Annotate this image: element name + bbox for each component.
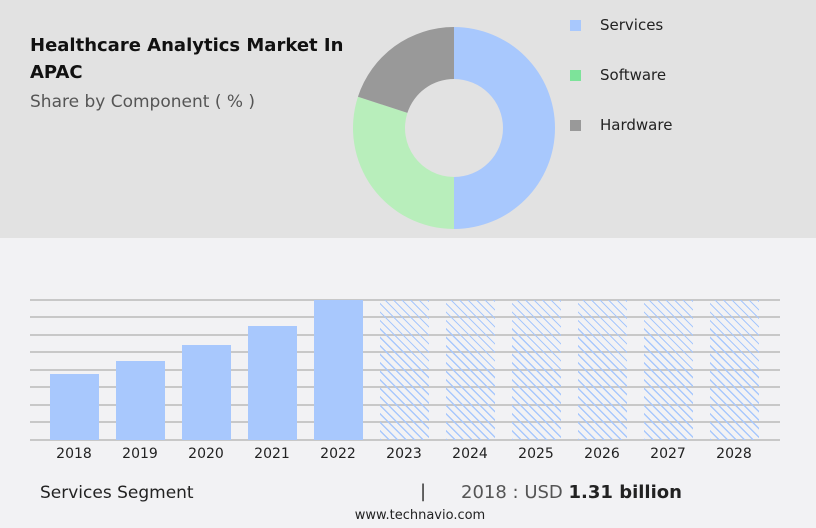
x-label: 2019 — [122, 446, 158, 462]
x-label: 2023 — [386, 446, 422, 462]
value-prefix: 2018 : USD — [461, 482, 563, 503]
x-label: 2024 — [452, 446, 488, 462]
segment-value: 2018 : USD 1.31 billion — [461, 482, 682, 503]
chart-subtitle: Share by Component ( % ) — [30, 92, 256, 112]
legend-item-software: Software — [570, 66, 666, 84]
bar-2027-forecast — [644, 300, 693, 440]
bar-2024-forecast — [446, 300, 495, 440]
x-label: 2025 — [518, 446, 554, 462]
chart-title: Healthcare Analytics Market In APAC — [30, 35, 344, 83]
x-label: 2027 — [650, 446, 686, 462]
bar-2025-forecast — [512, 300, 561, 440]
segment-label: Services Segment — [40, 483, 194, 503]
x-label: 2022 — [320, 446, 356, 462]
legend-swatch — [570, 119, 581, 131]
x-label: 2020 — [188, 446, 224, 462]
slice-services — [454, 27, 555, 229]
source-url: www.technavio.com — [354, 508, 486, 523]
footer-separator: | — [420, 481, 427, 502]
x-label: 2018 — [56, 446, 92, 462]
value-amount: 1.31 billion — [568, 482, 682, 503]
x-label: 2028 — [716, 446, 752, 462]
legend-item-hardware: Hardware — [570, 116, 672, 134]
bar-2019 — [116, 361, 165, 440]
gridline — [30, 299, 780, 301]
donut-chart — [352, 27, 555, 229]
legend-swatch — [570, 19, 581, 31]
legend-item-services: Services — [570, 16, 663, 34]
x-label: 2021 — [254, 446, 290, 462]
header-panel: Healthcare Analytics Market In APAC Shar… — [0, 0, 816, 238]
bar-2020 — [182, 345, 231, 440]
legend-swatch — [570, 69, 581, 81]
bar-2022 — [314, 300, 363, 440]
x-label: 2026 — [584, 446, 620, 462]
slice-hardware — [357, 27, 454, 113]
bar-2021 — [248, 326, 297, 440]
slice-software — [352, 96, 454, 229]
bar-2023-forecast — [380, 300, 429, 440]
bar-2028-forecast — [710, 300, 759, 440]
bar-2018 — [50, 374, 99, 440]
bar-2026-forecast — [578, 300, 627, 440]
